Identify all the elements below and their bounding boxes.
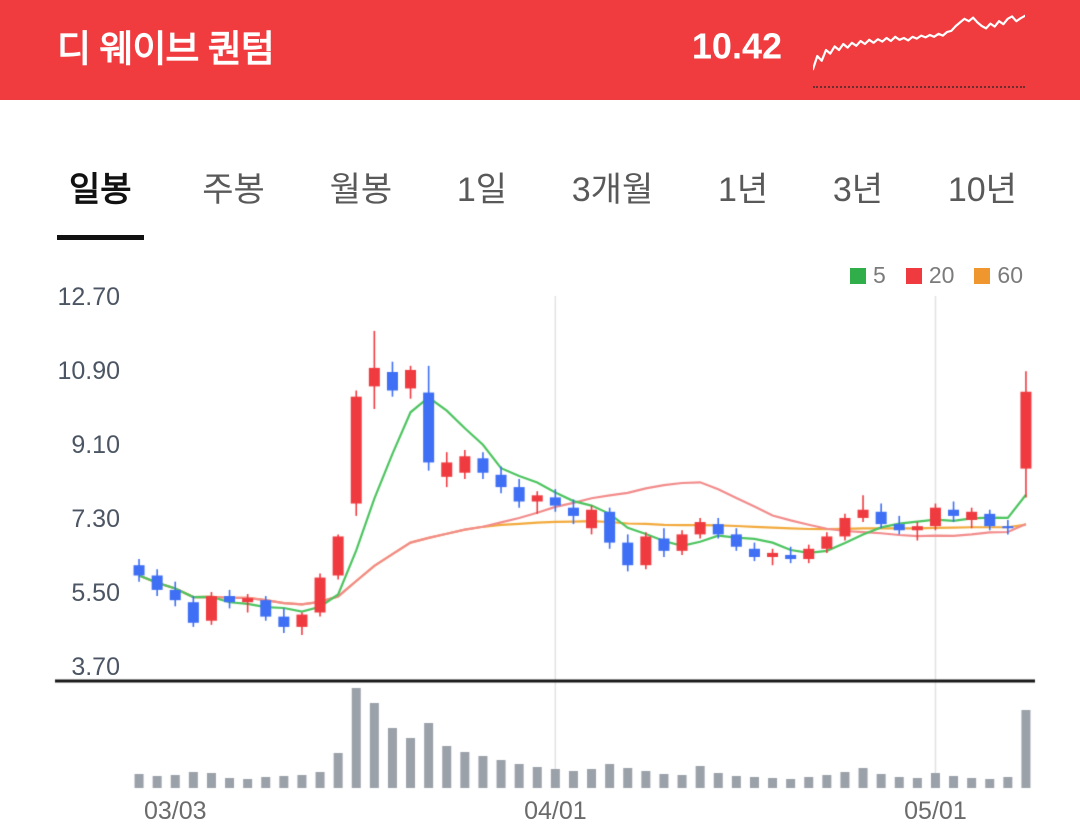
tab-10years[interactable]: 10년 bbox=[947, 171, 1017, 209]
x-axis-label: 04/01 bbox=[524, 797, 587, 825]
tab-weekly[interactable]: 주봉 bbox=[202, 171, 265, 209]
tab-monthly[interactable]: 월봉 bbox=[329, 171, 393, 209]
period-tabs: 일봉 주봉 월봉 1일 3개월 1년 3년 10년 bbox=[57, 158, 1023, 240]
tab-1year[interactable]: 1년 bbox=[717, 171, 769, 209]
tab-daily[interactable]: 일봉 bbox=[57, 158, 144, 240]
candlestick-chart[interactable] bbox=[0, 248, 1080, 796]
x-axis-label: 03/03 bbox=[143, 797, 207, 825]
sparkline-baseline bbox=[813, 86, 1025, 88]
tab-3years[interactable]: 3년 bbox=[832, 171, 884, 209]
x-axis-label: 05/01 bbox=[904, 797, 967, 825]
stock-name: 디 웨이브 퀀텀 bbox=[57, 28, 275, 70]
header: 디 웨이브 퀀텀 10.42 bbox=[0, 0, 1080, 100]
sparkline-chart bbox=[811, 8, 1027, 78]
tab-3months[interactable]: 3개월 bbox=[571, 171, 654, 209]
current-price: 10.42 bbox=[691, 25, 782, 67]
tab-1day[interactable]: 1일 bbox=[456, 171, 508, 209]
